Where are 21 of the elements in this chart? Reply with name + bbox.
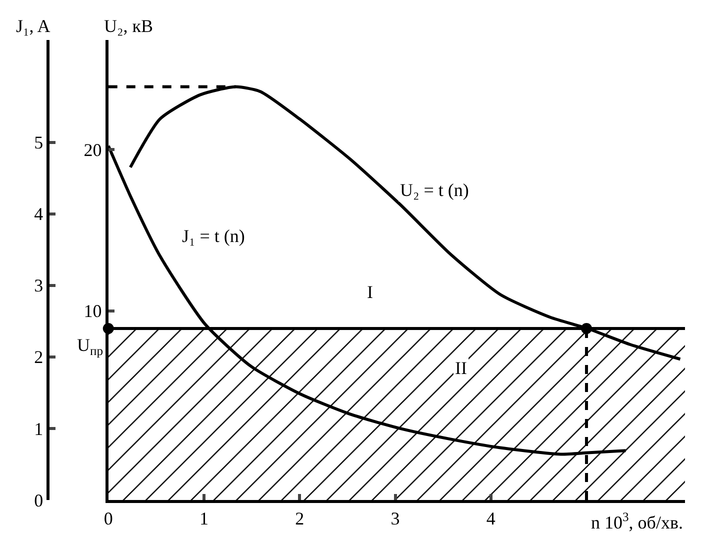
x-tick-label: 3 [390,508,400,529]
y2-tick-label: 20 [84,140,102,160]
y-tick-label: 0 [34,490,44,510]
annotation: I [367,282,373,302]
x-tick-label: 4 [486,508,496,529]
y-tick-label: 1 [34,418,44,439]
ref-line-label: U$_{пр}$ [77,335,104,358]
annotation: U₂ = t (n) [400,180,469,200]
y-tick-label: 4 [34,204,44,224]
y-tick-label: 3 [34,276,44,296]
x-tick-label: 0 [104,508,113,529]
y-tick-label: 5 [34,132,44,153]
y-axis-title: J₁, A [16,16,50,36]
x-tick-label: 1 [200,508,208,529]
x-axis-title: n 10$^{3}$, об/хв. [591,510,683,533]
y2-tick-label: 10 [84,301,102,322]
y2-axis-title: U₂, кВ [104,16,154,36]
y-tick-label: 2 [34,347,44,368]
annotation: II [455,358,467,378]
x-tick-label: 2 [295,508,304,529]
annotation: J₁ = t (n) [182,226,245,246]
